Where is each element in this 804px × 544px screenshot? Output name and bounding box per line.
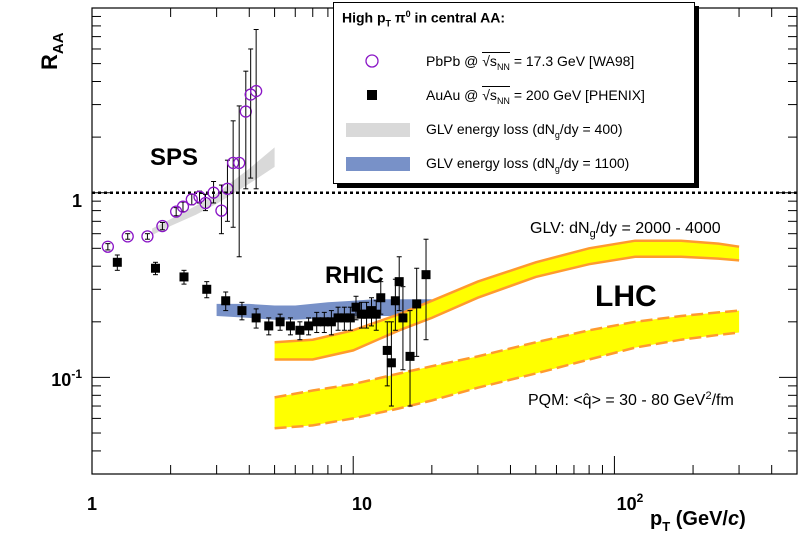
x-axis-title: pT (GeV/c) [650,508,746,534]
data-point-1-29 [405,351,415,361]
legend-label-wa98: PbPb @ √sNN = 17.3 GeV [WA98] [426,52,635,72]
legend-label-glv1100: GLV energy loss (dNg/dy = 1100) [426,155,630,174]
data-point-1-28 [398,313,408,323]
data-point-1-10 [295,325,305,335]
data-point-0-16 [249,84,263,98]
data-point-1-23 [376,293,386,303]
band-3-lower-edge [274,331,740,430]
data-point-0-9 [207,186,220,199]
legend-entry-wa98: PbPb @ √sNN = 17.3 GeV [WA98] [334,47,694,77]
data-point-1-21 [367,306,377,316]
data-point-1-8 [275,317,285,327]
annotation-lhc: LHC [595,280,657,313]
legend-entry-glv1100: GLV energy loss (dNg/dy = 1100) [334,149,694,179]
data-point-1-18 [351,302,361,312]
data-point-0-1 [121,230,134,243]
data-point-0-10 [215,204,228,217]
data-point-0-11 [221,182,234,195]
x-tick-label-100: 102 [617,491,644,514]
data-point-1-24 [382,345,392,355]
annotation-rhic: RHIC [325,262,384,289]
legend-label-glv400: GLV energy loss (dNg/dy = 400) [426,121,623,140]
data-point-1-0 [112,257,122,267]
data-point-1-20 [362,309,372,319]
band-2 [274,240,740,360]
data-point-0-3 [156,219,169,233]
annotation-pqm: PQM: <q̂> = 30 - 80 GeV2/fm [528,390,734,409]
data-point-0-13 [233,156,246,170]
data-point-1-1 [150,263,160,273]
svg-text:RAA: RAA [37,32,67,70]
data-point-1-4 [221,296,231,306]
gray-band-swatch-icon [346,123,410,137]
y-tick-label-0.1: 10-1 [51,367,82,390]
data-point-0-12 [226,156,240,170]
data-point-1-15 [333,313,343,323]
data-point-1-12 [312,317,322,327]
data-point-1-16 [339,313,349,323]
y-axis-title: RAA [37,32,67,70]
data-point-1-30 [412,299,422,309]
data-point-1-6 [251,313,261,323]
legend-title: High pT π0 in central AA: [342,9,506,29]
legend-entry-glv400: GLV energy loss (dNg/dy = 400) [334,115,694,145]
data-point-1-5 [237,306,247,316]
data-point-0-5 [176,200,190,213]
band-2-lower-edge [274,255,740,361]
legend: High pT π0 in central AA: PbPb @ √sNN = … [333,2,695,184]
band-2-upper-edge [274,239,740,344]
data-point-0-2 [141,230,154,243]
legend-label-phenix: AuAu @ √sNN = 200 GeV [PHENIX] [426,86,645,106]
data-point-1-14 [326,317,336,327]
band-3-upper-edge [274,309,740,399]
band-0 [152,147,275,235]
legend-entry-phenix: AuAu @ √sNN = 200 GeV [PHENIX] [334,81,694,111]
data-point-1-2 [179,272,189,282]
data-point-1-13 [319,317,329,327]
data-point-1-11 [304,321,314,331]
data-point-1-22 [371,309,381,319]
annotation-sps: SPS [150,144,198,171]
data-point-1-26 [390,296,400,306]
x-tick-label-10: 10 [352,494,372,514]
filled-square-marker-icon [367,90,377,100]
points-layer [101,28,431,407]
data-point-1-7 [264,321,274,331]
data-point-1-9 [285,321,295,331]
data-point-0-6 [185,193,198,206]
blue-band-swatch-icon [346,157,410,171]
band-3 [274,310,740,429]
data-point-0-14 [239,105,252,118]
data-point-1-3 [202,284,212,294]
y-tick-label-1: 1 [72,191,82,211]
data-point-1-17 [345,313,355,323]
open-circle-marker-icon [365,54,379,68]
annotation-glv: GLV: dNg/dy = 2000 - 4000 [530,220,721,240]
data-point-1-25 [386,358,396,368]
x-tick-label-1: 1 [87,494,97,514]
bands-layer [152,147,740,430]
data-point-1-19 [356,309,366,319]
data-point-1-27 [394,277,404,287]
data-point-1-31 [421,270,431,280]
data-point-0-0 [101,240,115,253]
data-point-0-8 [199,196,212,210]
